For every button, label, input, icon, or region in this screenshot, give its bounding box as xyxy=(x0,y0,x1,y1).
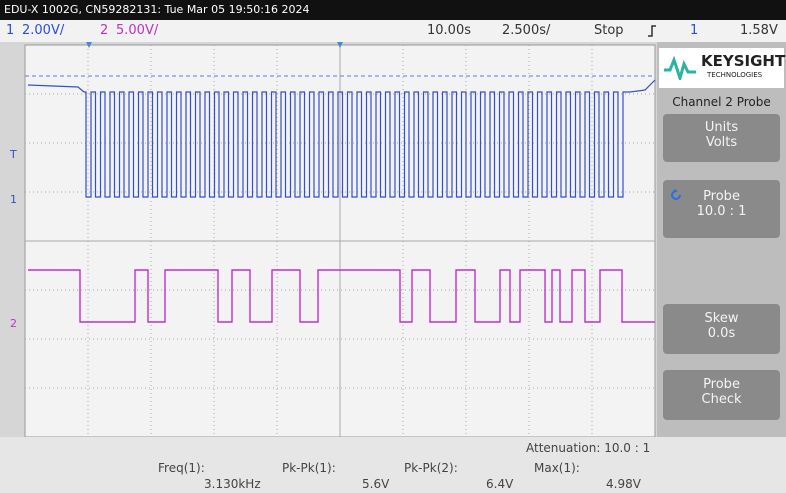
ch1-marker: 1 xyxy=(10,193,17,206)
ch1-scale: 2.00V/ xyxy=(22,23,64,38)
trigger-edge-icon xyxy=(646,24,658,38)
menu-title: Channel 2 Probe xyxy=(657,95,786,109)
ch1-label: 1 xyxy=(6,23,14,38)
time-offset: 10.00s xyxy=(427,23,471,38)
oscilloscope-screen: EDU-X 1002G, CN59282131: Tue Mar 05 19:5… xyxy=(0,0,786,493)
time-scale: 2.500s/ xyxy=(502,23,550,38)
button-value: 0.0s xyxy=(663,326,780,341)
measurement-bar: Attenuation: 10.0 : 1 Freq(1): 3.130kHz … xyxy=(0,437,786,493)
run-state: Stop xyxy=(594,23,624,38)
header-title: EDU-X 1002G, CN59282131: Tue Mar 05 19:5… xyxy=(4,3,309,16)
trigger-source: 1 xyxy=(690,23,698,38)
measure-value: 3.130kHz xyxy=(204,477,261,491)
softkey-button[interactable]: Probe 10.0 : 1 xyxy=(663,180,780,238)
ch2-scale: 5.00V/ xyxy=(116,23,158,38)
measure-label: Pk-Pk(1): xyxy=(282,461,336,475)
waveform-display: T 1 2 xyxy=(0,42,657,437)
softkey-button[interactable]: Skew 0.0s xyxy=(663,304,780,354)
measure-value: 5.6V xyxy=(362,477,389,491)
ch2-marker: 2 xyxy=(10,317,17,330)
status-bar: 1 2.00V/ 2 5.00V/ 10.00s 2.500s/ Stop 1 … xyxy=(0,20,786,42)
trigger-marker: T xyxy=(9,148,17,161)
button-label: Units xyxy=(663,120,780,135)
brand-logo: KEYSIGHT TECHNOLOGIES xyxy=(659,48,784,88)
ch2-label: 2 xyxy=(100,23,108,38)
button-label: Probe xyxy=(663,377,780,392)
softkey-button[interactable]: Units Volts xyxy=(663,114,780,162)
measure-label: Freq(1): xyxy=(158,461,205,475)
measure-label: Pk-Pk(2): xyxy=(404,461,458,475)
brand: KEYSIGHT xyxy=(701,52,785,70)
attenuation: Attenuation: 10.0 : 1 xyxy=(526,441,650,455)
button-value: Volts xyxy=(663,135,780,150)
button-label: Skew xyxy=(663,311,780,326)
header-bar: EDU-X 1002G, CN59282131: Tue Mar 05 19:5… xyxy=(0,0,786,20)
softkey-panel: KEYSIGHT TECHNOLOGIES Channel 2 Probe Un… xyxy=(657,42,786,437)
brand-sub: TECHNOLOGIES xyxy=(707,71,762,79)
softkey-button[interactable]: Probe Check xyxy=(663,370,780,420)
trigger-level: 1.58V xyxy=(740,23,778,38)
measure-value: 4.98V xyxy=(606,477,641,491)
measure-label: Max(1): xyxy=(534,461,580,475)
button-value: Check xyxy=(663,392,780,407)
measure-value: 6.4V xyxy=(486,477,513,491)
button-value: 10.0 : 1 xyxy=(663,204,780,219)
